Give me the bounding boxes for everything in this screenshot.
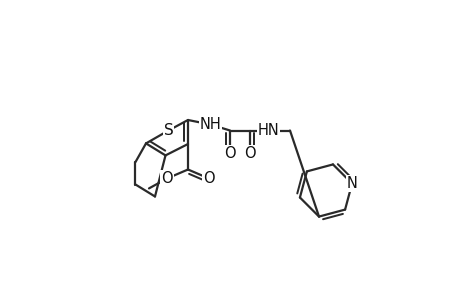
Text: N: N	[346, 176, 357, 191]
Text: O: O	[161, 171, 173, 186]
Text: O: O	[203, 171, 214, 186]
Text: O: O	[224, 146, 235, 160]
Text: S: S	[163, 123, 173, 138]
Text: HN: HN	[257, 123, 279, 138]
Text: NH: NH	[199, 117, 221, 132]
Text: O: O	[244, 146, 256, 160]
